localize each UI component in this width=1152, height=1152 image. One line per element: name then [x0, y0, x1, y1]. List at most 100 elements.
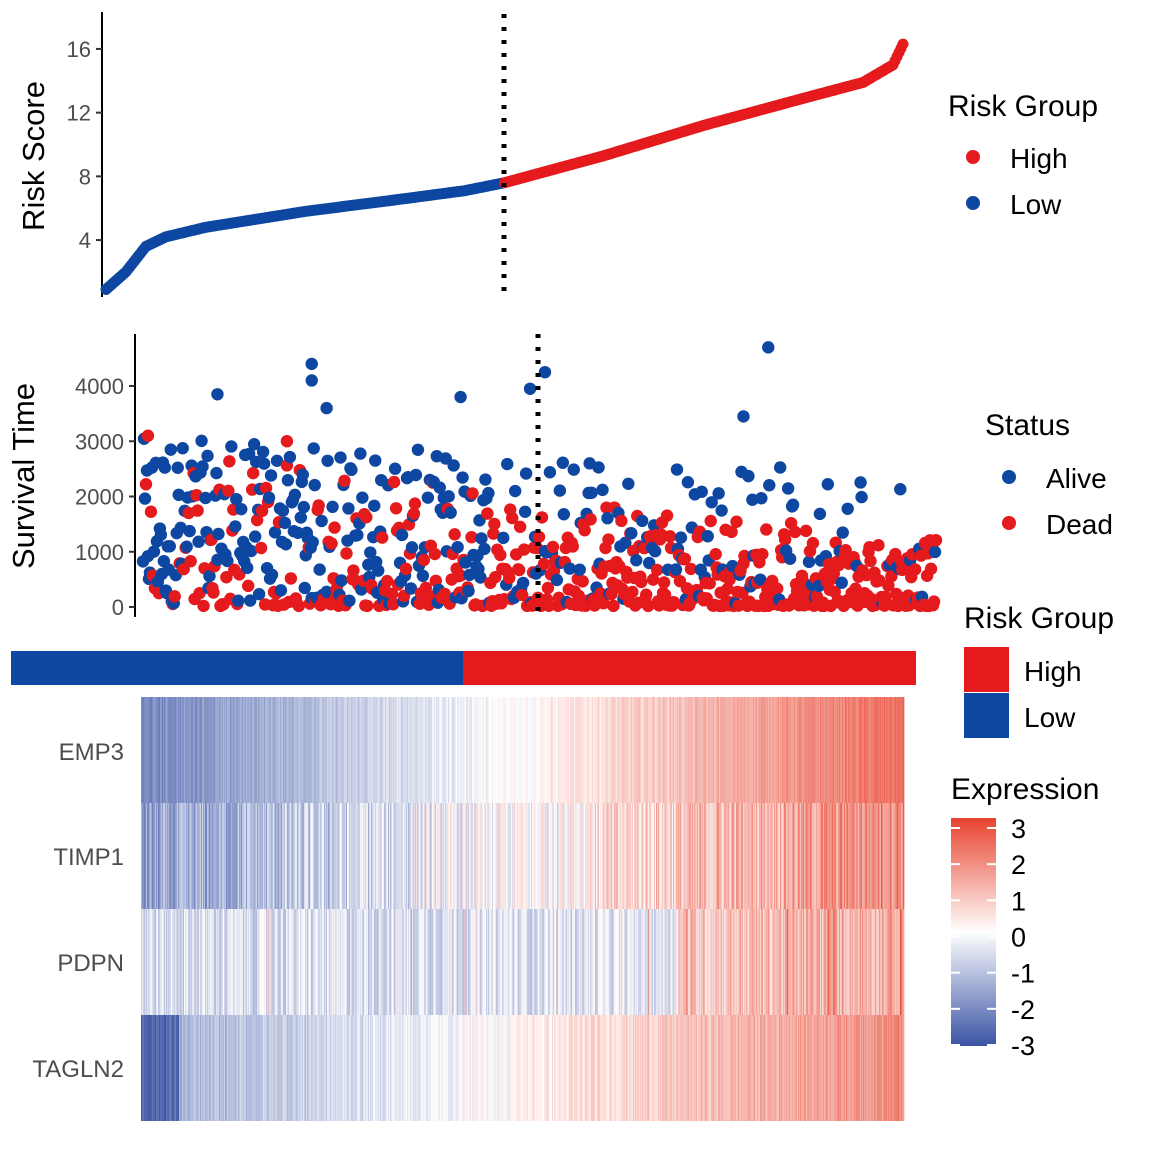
expression-heatmap: EMP3 TIMP1 PDPN TAGLN2 — [32, 697, 905, 1121]
heatmap-cell — [492, 1015, 495, 1121]
heatmap-cell — [710, 697, 712, 803]
heatmap-cell — [483, 909, 485, 1015]
heatmap-cell — [418, 1015, 420, 1121]
heatmap-cell — [625, 909, 627, 1015]
heatmap-cell — [719, 1015, 722, 1121]
heatmap-cell — [682, 697, 685, 803]
heatmap-cell — [259, 697, 261, 803]
heatmap-cell — [811, 909, 813, 1015]
heatmap-cell — [517, 909, 520, 1015]
survival-point-alive — [195, 434, 208, 448]
heatmap-cell — [798, 803, 800, 909]
heatmap-cell — [404, 1015, 406, 1121]
heatmap-cell — [473, 697, 476, 803]
heatmap-cell — [390, 1015, 393, 1121]
heatmap-cell — [777, 803, 779, 909]
heatmap-cell — [787, 803, 789, 909]
heatmap-cell — [509, 909, 511, 1015]
survival-point-dead — [488, 517, 501, 531]
heatmap-cell — [671, 1015, 673, 1121]
heatmap-cell — [403, 909, 405, 1015]
heatmap-cell — [253, 697, 255, 803]
heatmap-cell — [336, 697, 338, 803]
survival-point-alive — [482, 486, 495, 500]
heatmap-cell — [175, 697, 177, 803]
heatmap-cell — [322, 909, 324, 1015]
heatmap-cell — [233, 1015, 235, 1121]
heatmap-cell — [774, 803, 776, 909]
heatmap-cell — [364, 1015, 366, 1121]
heatmap-cell — [630, 1015, 632, 1121]
heatmap-cell — [378, 803, 380, 909]
heatmap-cell — [701, 803, 704, 909]
heatmap-cell — [576, 909, 579, 1015]
heatmap-cell — [474, 697, 477, 803]
heatmap-cell — [214, 803, 216, 909]
heatmap-cell — [815, 803, 817, 909]
heatmap-cell — [426, 909, 428, 1015]
heatmap-cell — [876, 803, 878, 909]
heatmap-cell — [332, 803, 334, 909]
heatmap-cell — [450, 697, 452, 803]
heatmap-cell — [601, 1015, 603, 1121]
heatmap-cell — [145, 803, 148, 909]
heatmap-cell — [581, 909, 583, 1015]
survival-point-alive — [342, 502, 355, 515]
heatmap-cell — [275, 697, 277, 803]
heatmap-cell — [838, 909, 840, 1015]
heatmap-cell — [858, 909, 860, 1015]
heatmap-cell — [582, 909, 584, 1015]
heatmap-cell — [812, 697, 814, 803]
heatmap-cell — [242, 1015, 244, 1121]
heatmap-cell — [754, 909, 756, 1015]
heatmap-cell — [899, 697, 901, 803]
heatmap-cell — [770, 697, 772, 803]
heatmap-cell — [427, 803, 429, 909]
heatmap-cell — [338, 1015, 340, 1121]
heatmap-cell — [714, 1015, 716, 1121]
heatmap-cell — [862, 803, 865, 909]
heatmap-cell — [231, 803, 233, 909]
heatmap-cell — [636, 697, 639, 803]
heatmap-cell — [842, 803, 844, 909]
heatmap-cell — [377, 803, 379, 909]
heatmap-cell — [836, 909, 838, 1015]
heatmap-cell — [413, 803, 416, 909]
heatmap-cell — [816, 1015, 818, 1121]
heatmap-cell — [415, 909, 417, 1015]
heatmap-cell — [739, 909, 741, 1015]
heatmap-cell — [510, 803, 512, 909]
heatmap-cell — [479, 803, 481, 909]
heatmap-cell — [849, 803, 851, 909]
heatmap-cell — [594, 1015, 597, 1121]
annotation-legend-high-label: High — [1024, 656, 1082, 687]
heatmap-cell — [298, 1015, 300, 1121]
heatmap-cell — [383, 1015, 385, 1121]
heatmap-cell — [866, 803, 869, 909]
heatmap-cell — [827, 909, 829, 1015]
heatmap-cell — [603, 803, 605, 909]
heatmap-cell — [431, 697, 434, 803]
heatmap-cell — [634, 803, 636, 909]
heatmap-cell — [424, 1015, 426, 1121]
heatmap-cell — [900, 909, 902, 1015]
heatmap-cell — [874, 803, 876, 909]
survival-point-alive — [478, 542, 491, 556]
heatmap-cell — [144, 909, 147, 1015]
heatmap-cell — [238, 697, 240, 803]
heatmap-cell — [697, 1015, 700, 1121]
heatmap-cell — [564, 803, 566, 909]
heatmap-cell — [313, 803, 315, 909]
heatmap-cell — [703, 1015, 706, 1121]
heatmap-cell — [425, 909, 427, 1015]
heatmap-cell — [503, 697, 505, 803]
heatmap-cell — [802, 909, 805, 1015]
heatmap-cell — [636, 803, 638, 909]
heatmap-cell — [355, 803, 357, 909]
survival-point-alive — [369, 454, 382, 467]
heatmap-cell — [576, 1015, 579, 1121]
heatmap-cell — [270, 697, 273, 803]
heatmap-cell — [393, 909, 396, 1015]
heatmap-cell — [375, 697, 377, 803]
heatmap-cell — [447, 909, 449, 1015]
